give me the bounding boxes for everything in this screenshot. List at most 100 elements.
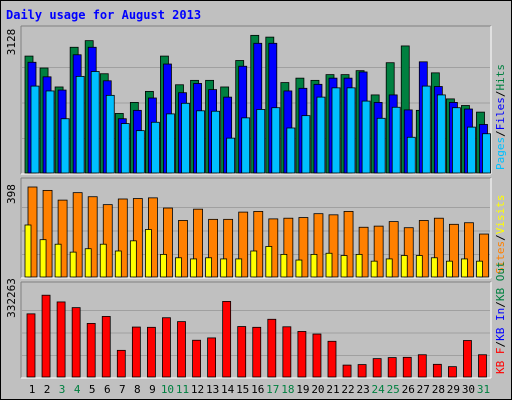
bar-kbytes bbox=[131, 326, 141, 378]
bar-pages bbox=[346, 87, 356, 174]
side-legend: Sites/Visits bbox=[494, 195, 507, 275]
bar-visits bbox=[385, 258, 393, 278]
bar-kbytes bbox=[116, 349, 126, 378]
bar-visits bbox=[54, 243, 62, 278]
bar-sites bbox=[223, 218, 234, 278]
bar-pages bbox=[256, 109, 266, 174]
bar-sites bbox=[42, 189, 53, 278]
bar-pages bbox=[436, 94, 446, 174]
bar-kbytes bbox=[387, 357, 397, 378]
bar-sites bbox=[163, 207, 173, 278]
bar-visits bbox=[190, 258, 197, 278]
bar-sites bbox=[72, 192, 83, 278]
legend-item: KB F bbox=[494, 348, 507, 375]
bar-sites bbox=[343, 211, 354, 278]
x-tick-label: 23 bbox=[356, 383, 369, 396]
chart-title: Daily usage for August 2013 bbox=[6, 8, 201, 22]
bar-pages bbox=[361, 100, 371, 174]
panel-sites-visits: 398 Sites/Visits bbox=[5, 177, 507, 279]
y-max-label: 332263 bbox=[5, 278, 18, 318]
x-tick-label: 13 bbox=[206, 383, 219, 396]
bar-pages bbox=[376, 117, 386, 174]
bar-pages bbox=[105, 94, 115, 174]
side-legend: Pages/Files/Hits bbox=[494, 64, 507, 170]
x-tick-label: 20 bbox=[311, 383, 324, 396]
bar-kbytes bbox=[71, 307, 81, 378]
bar-kbytes bbox=[267, 318, 277, 378]
bar-kbytes bbox=[41, 294, 51, 378]
bar-sites bbox=[57, 199, 68, 278]
bar-visits bbox=[415, 255, 423, 278]
x-tick-label: 9 bbox=[149, 383, 156, 396]
x-tick-label: 17 bbox=[266, 383, 279, 396]
bar-sites bbox=[448, 223, 459, 278]
bar-pages bbox=[135, 130, 145, 174]
x-tick-label: 16 bbox=[251, 383, 264, 396]
x-tick-label: 30 bbox=[462, 383, 475, 396]
x-axis-labels: 1 2 3 4 5 6 7 8 9 10 11 12 13 14 15 16 17 18 19 20 21 22 23 24 2… bbox=[29, 383, 490, 396]
bar-kbytes bbox=[162, 317, 171, 378]
y-max-label: 3128 bbox=[5, 29, 18, 56]
x-tick-label: 4 bbox=[74, 383, 81, 396]
bar-pages bbox=[75, 75, 85, 174]
legend-item: KB Out bbox=[494, 261, 507, 301]
bar-kbytes bbox=[402, 356, 412, 378]
bar-kbytes bbox=[252, 326, 262, 378]
bar-pages bbox=[331, 87, 341, 174]
legend-item: KB In bbox=[494, 308, 507, 341]
x-tick-label: 8 bbox=[134, 383, 141, 396]
bar-pages bbox=[482, 133, 491, 174]
bar-kbytes bbox=[222, 301, 232, 378]
x-tick-label: 2 bbox=[44, 383, 51, 396]
bar-visits bbox=[69, 251, 77, 278]
bar-pages bbox=[301, 115, 311, 174]
bar-sites bbox=[208, 218, 219, 278]
bar-visits bbox=[114, 250, 122, 278]
bar-sites bbox=[464, 222, 474, 278]
bar-visits bbox=[99, 243, 107, 278]
bar-visits bbox=[310, 253, 318, 278]
x-tick-label: 11 bbox=[176, 383, 189, 396]
legend-item: Visits bbox=[494, 195, 507, 235]
bar-visits bbox=[39, 239, 47, 278]
bar-kbytes bbox=[432, 363, 442, 378]
bar-visits bbox=[476, 260, 483, 278]
x-tick-label: 31 bbox=[477, 383, 490, 396]
bar-sites bbox=[479, 233, 489, 278]
x-tick-label: 28 bbox=[432, 383, 445, 396]
legend-item: Pages bbox=[494, 137, 507, 170]
bar-pages bbox=[226, 137, 236, 174]
bar-pages bbox=[45, 90, 55, 174]
bar-sites bbox=[313, 213, 324, 278]
bar-visits bbox=[340, 255, 348, 278]
bar-visits bbox=[370, 260, 378, 278]
bar-pages bbox=[286, 127, 296, 174]
x-tick-label: 12 bbox=[191, 383, 204, 396]
bar-pages bbox=[150, 121, 160, 174]
bar-kbytes bbox=[327, 340, 337, 378]
bar-sites bbox=[418, 220, 429, 278]
bar-pages bbox=[467, 126, 476, 174]
bar-visits bbox=[295, 259, 303, 278]
bar-visits bbox=[24, 224, 32, 278]
bar-kbytes bbox=[192, 339, 201, 378]
bar-sites bbox=[433, 217, 444, 278]
bar-sites bbox=[238, 211, 249, 278]
bar-visits bbox=[205, 257, 213, 278]
x-tick-label: 25 bbox=[387, 383, 400, 396]
bar-sites bbox=[283, 217, 294, 278]
bar-sites bbox=[132, 198, 143, 278]
bar-pages bbox=[196, 110, 205, 174]
bar-kbytes bbox=[372, 358, 382, 378]
bar-visits bbox=[144, 229, 152, 278]
x-tick-label: 3 bbox=[59, 383, 66, 396]
bar-sites bbox=[193, 208, 203, 278]
bar-sites bbox=[178, 220, 188, 278]
bar-visits bbox=[265, 246, 273, 278]
bar-sites bbox=[358, 226, 369, 278]
bar-kbytes bbox=[417, 354, 427, 378]
legend-item: Files bbox=[494, 97, 507, 130]
bar-kbytes bbox=[207, 337, 217, 378]
bar-kbytes bbox=[342, 364, 352, 378]
x-tick-label: 19 bbox=[296, 383, 309, 396]
